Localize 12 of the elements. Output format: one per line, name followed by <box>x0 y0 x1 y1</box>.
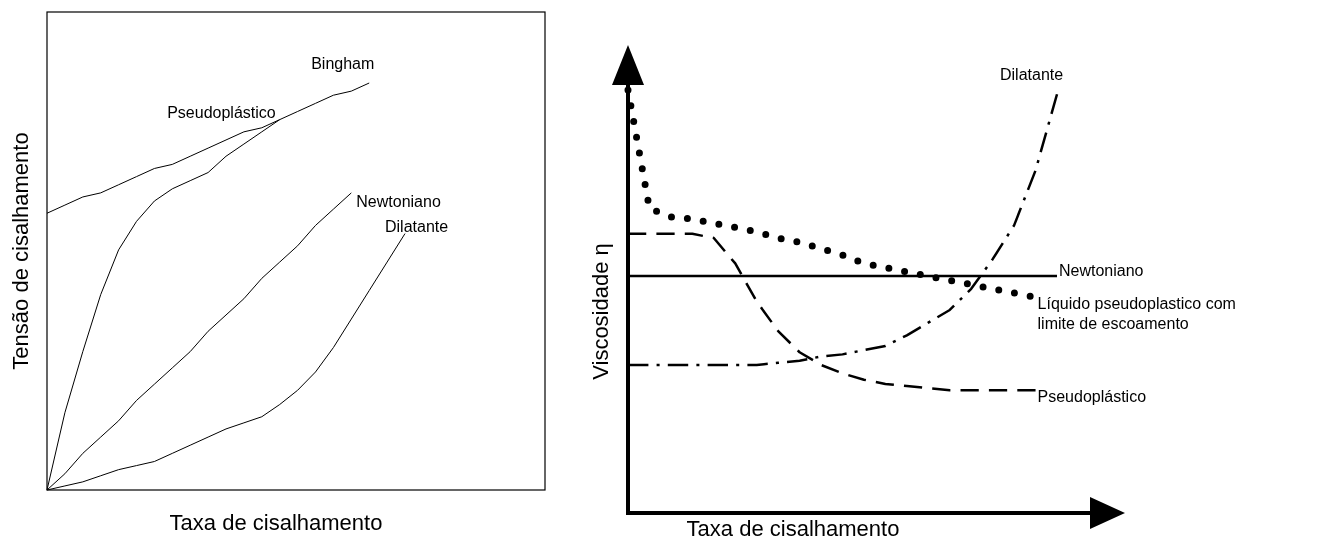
series-label: Bingham <box>311 55 375 72</box>
series-label: Pseudoplástico <box>167 103 276 121</box>
x-axis-title: Taxa de cisalhamento <box>169 510 383 535</box>
y-axis-title: Viscosidade η <box>588 243 613 380</box>
x-axis-title: Taxa de cisalhamento <box>686 516 900 541</box>
y-axis-title: Tensão de cisalhamento <box>8 132 33 370</box>
series-label: Dilatante <box>1000 66 1064 84</box>
series-label: Newtoniano <box>356 192 441 210</box>
series-label: Pseudoplástico <box>1037 388 1147 406</box>
series-label: Newtoniano <box>1059 262 1144 280</box>
series-label: Dilatante <box>385 217 449 235</box>
series-label: Líquido pseudoplastico com limite de escoamento <box>1037 295 1236 333</box>
